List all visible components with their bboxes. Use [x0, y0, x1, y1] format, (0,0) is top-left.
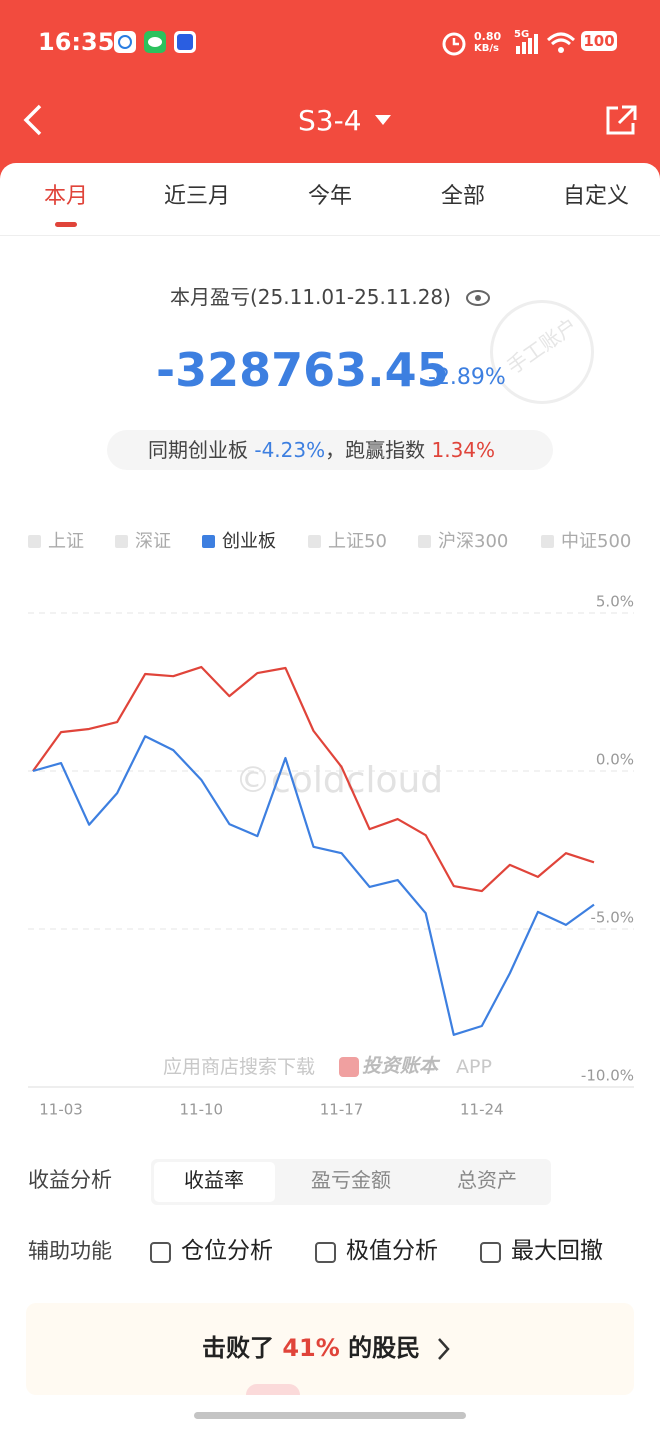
segment-selected: [154, 1162, 275, 1202]
legend-swatch: [541, 535, 554, 548]
tool-option[interactable]: 最大回撤: [511, 1238, 603, 1264]
rank-value: 41%: [282, 1334, 340, 1362]
y-tick-label: -10.0%: [581, 1067, 634, 1085]
legend-swatch: [308, 535, 321, 548]
comparison: 同期创业板 -4.23%，跑赢指数 1.34%: [148, 440, 495, 460]
tab[interactable]: 自定义: [562, 184, 630, 209]
legend-swatch: [28, 535, 41, 548]
promo-text: 应用商店搜索下载: [163, 1056, 316, 1078]
battery: 100: [581, 31, 617, 51]
legend-label: 创业板: [222, 531, 276, 552]
rank[interactable]: 击败了 41% 的股民: [202, 1336, 420, 1360]
tool-option[interactable]: 极值分析: [346, 1238, 438, 1264]
chart: 上证 深证 创业板 上证50 沪深300 中证500 5.0% 0.0% -5.0% -10.0%…: [28, 531, 634, 1119]
percent: -2.89%: [428, 365, 506, 390]
clock: 16:35: [38, 28, 115, 56]
eye-icon[interactable]: [464, 287, 492, 309]
app-icons: [114, 31, 196, 53]
home-indicator: [194, 1412, 466, 1419]
tab[interactable]: 近三月: [163, 184, 231, 209]
checkbox[interactable]: [150, 1242, 171, 1263]
checkbox[interactable]: [480, 1242, 501, 1263]
stamp: [490, 300, 594, 404]
rank-card[interactable]: [26, 1303, 634, 1395]
x-tick-label: 11-10: [180, 1101, 224, 1119]
top-bar: [0, 0, 660, 180]
series-line: [32, 665, 595, 893]
analysis-option[interactable]: 盈亏金额: [311, 1168, 391, 1192]
promo-brand: 投资账本: [362, 1055, 439, 1077]
legend-swatch: [418, 535, 431, 548]
net-unit: KB/s: [474, 43, 499, 54]
series-line: [32, 735, 595, 1036]
promo-suffix: APP: [456, 1056, 492, 1078]
summary-label: 本月盈亏(25.11.01-25.11.28): [170, 285, 451, 309]
x-tick-label: 11-03: [39, 1101, 83, 1119]
analysis-option[interactable]: 收益率: [184, 1168, 244, 1192]
dropdown-arrow: [375, 115, 391, 125]
analysis-label: 收益分析: [28, 1168, 112, 1192]
excess-return: 1.34%: [431, 438, 496, 462]
y-tick-label: 0.0%: [596, 751, 634, 769]
y-tick-label: -5.0%: [590, 909, 634, 927]
rank-suffix: 的股民: [348, 1334, 421, 1362]
comparison-pill: [107, 430, 553, 470]
tools-label: 辅助功能: [28, 1239, 112, 1263]
tab[interactable]: 本月: [43, 184, 89, 209]
alarm-icon: [442, 32, 466, 56]
watermark: ©coldcloud: [235, 760, 443, 801]
signal-type: 5G: [514, 29, 530, 40]
checkbox[interactable]: [315, 1242, 336, 1263]
promo-logo: [339, 1057, 359, 1077]
y-tick-label: 5.0%: [596, 593, 634, 611]
x-tick-label: 11-17: [320, 1101, 364, 1119]
tab[interactable]: 今年: [307, 184, 353, 209]
legend-label: 上证50: [328, 531, 387, 552]
rank-prefix: 击败了: [202, 1334, 274, 1362]
header-title[interactable]: S3-4: [298, 104, 362, 137]
amount: -328763.45: [156, 343, 449, 397]
badge: [246, 1384, 300, 1395]
analysis-option[interactable]: 总资产: [457, 1168, 517, 1192]
net-speed: 0.80: [474, 30, 502, 43]
legend-swatch: [115, 535, 128, 548]
chevron: [438, 1338, 450, 1360]
divider: [0, 235, 660, 236]
legend-label: 沪深300: [438, 531, 508, 552]
legend-label: 深证: [135, 531, 171, 552]
share-button[interactable]: [604, 104, 638, 136]
legend-swatch: [202, 535, 215, 548]
legend-label: 上证: [48, 531, 84, 552]
tab[interactable]: 全部: [440, 184, 486, 209]
tool-option[interactable]: 仓位分析: [181, 1238, 273, 1264]
legend-label: 中证500: [561, 531, 631, 552]
x-tick-label: 11-24: [460, 1101, 504, 1119]
signal-icons: [516, 32, 576, 54]
index-return: -4.23%: [254, 438, 326, 462]
comparison-prefix: 同期创业板: [148, 438, 248, 462]
back-button[interactable]: [20, 102, 50, 138]
tab-indicator: [55, 222, 77, 227]
comparison-middle: ，跑赢指数: [325, 438, 426, 462]
